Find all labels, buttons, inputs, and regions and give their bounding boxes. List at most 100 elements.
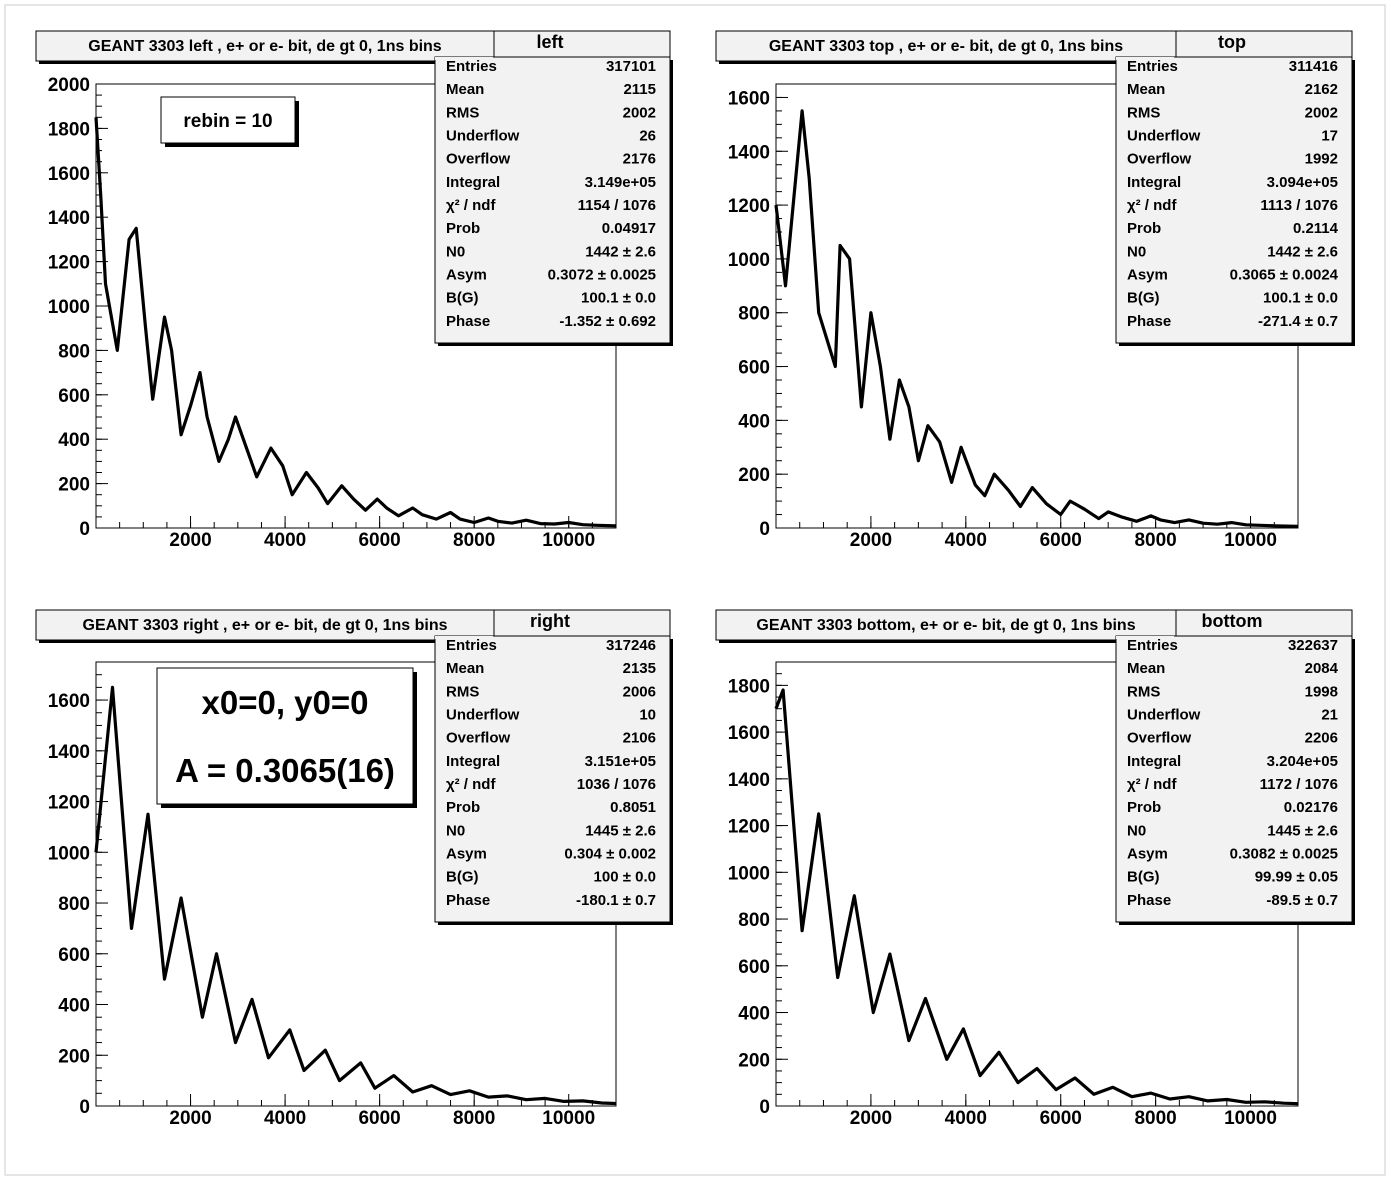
stats-label: χ² / ndf xyxy=(446,776,496,793)
y-tick-label: 0 xyxy=(79,519,90,540)
stats-label: N0 xyxy=(446,822,465,839)
stats-label: Asym xyxy=(446,846,487,863)
histogram-panel-right: 0 200 400 600 800 1000 1200 1400 1600 2000 4000 600… xyxy=(35,609,673,1129)
stats-label: Phase xyxy=(1127,892,1171,909)
stats-label: B(G) xyxy=(1127,290,1160,307)
stats-label: Mean xyxy=(1127,81,1165,98)
stats-value: 2176 xyxy=(623,151,656,168)
stats-clip xyxy=(435,57,493,60)
stats-label: Asym xyxy=(446,267,487,284)
y-tick-label: 0 xyxy=(79,1097,90,1118)
y-tick-label: 200 xyxy=(738,465,770,486)
y-tick-label: 0 xyxy=(759,1097,770,1118)
stats-value: -1.352 ± 0.692 xyxy=(559,313,656,330)
stats-label: Entries xyxy=(446,58,497,75)
stats-value: 2084 xyxy=(1305,660,1339,677)
stats-value: 2106 xyxy=(623,730,656,747)
stats-value: 2002 xyxy=(1305,104,1338,121)
stats-value: -271.4 ± 0.7 xyxy=(1258,313,1338,330)
y-tick-label: 1000 xyxy=(48,297,90,318)
y-tick-label: 600 xyxy=(738,957,770,978)
y-tick-label: 800 xyxy=(738,304,770,325)
histogram-panel-top: 0 200 400 600 800 1000 1200 1400 1600 2000 4000 600… xyxy=(715,30,1355,551)
stats-value: 2002 xyxy=(623,104,656,121)
stats-value: 2006 xyxy=(623,683,656,700)
x-tick-label: 4000 xyxy=(945,1108,987,1129)
stats-label: Mean xyxy=(446,660,484,677)
y-tick-label: 200 xyxy=(58,475,90,496)
x-tick-label: 6000 xyxy=(1040,1108,1082,1129)
stats-label: Entries xyxy=(446,637,497,654)
y-tick-label: 1600 xyxy=(728,723,770,744)
histogram-line-bottom xyxy=(774,688,1299,1106)
y-tick-label: 0 xyxy=(759,519,770,540)
stats-value: 1445 ± 2.6 xyxy=(585,822,656,839)
stats-label: Mean xyxy=(1127,660,1165,677)
stats-label: RMS xyxy=(446,104,479,121)
y-tick-label: 1200 xyxy=(728,817,770,838)
stats-value: 1998 xyxy=(1305,683,1338,700)
x-tick-label: 6000 xyxy=(358,530,400,551)
stats-value: 3.149e+05 xyxy=(585,174,656,191)
histogram-line-right xyxy=(94,685,617,1106)
stats-name-box xyxy=(493,609,671,637)
stats-value: 1445 ± 2.6 xyxy=(1267,822,1338,839)
stats-value: 1442 ± 2.6 xyxy=(1267,243,1338,260)
stats-label: Prob xyxy=(1127,799,1161,816)
title-box xyxy=(715,30,1177,62)
x-tick-label: 2000 xyxy=(169,530,211,551)
y-tick-label: 1600 xyxy=(48,164,90,185)
stats-value: 17 xyxy=(1321,128,1338,145)
stats-value: 3.204e+05 xyxy=(1267,753,1338,770)
stats-label: Phase xyxy=(1127,313,1171,330)
stats-label: Entries xyxy=(1127,58,1178,75)
plot-title: GEANT 3303 bottom, e+ or e- bit, de gt 0… xyxy=(756,617,1135,634)
stats-label: Integral xyxy=(1127,753,1181,770)
plot-title: GEANT 3303 left , e+ or e- bit, de gt 0,… xyxy=(88,38,442,55)
x-tick-label: 6000 xyxy=(1040,530,1082,551)
stats-label: Mean xyxy=(446,81,484,98)
stats-value: 3.094e+05 xyxy=(1267,174,1338,191)
y-tick-label: 1400 xyxy=(728,770,770,791)
stats-label: Integral xyxy=(1127,174,1181,191)
x-tick-label: 4000 xyxy=(264,1108,306,1129)
stats-label: N0 xyxy=(446,243,465,260)
stats-name-box xyxy=(1175,609,1353,637)
stats-value: 2135 xyxy=(623,660,656,677)
histogram-panel-left: 0 200 400 600 800 1000 1200 1400 1600 1800 2000 200… xyxy=(35,30,673,551)
y-tick-label: 200 xyxy=(738,1050,770,1071)
stats-value: 1992 xyxy=(1305,151,1338,168)
stats-label: Entries xyxy=(1127,637,1178,654)
stats-value: 0.8051 xyxy=(610,799,656,816)
y-tick-label: 1600 xyxy=(48,691,90,712)
y-tick-label: 1400 xyxy=(728,142,770,163)
x-tick-label: 4000 xyxy=(945,530,987,551)
annotation-text: A = 0.3065(16) xyxy=(175,752,395,789)
stats-label: RMS xyxy=(1127,683,1160,700)
stats-value: 0.04917 xyxy=(602,220,656,237)
stats-label: Overflow xyxy=(1127,151,1192,168)
y-tick-label: 400 xyxy=(58,996,90,1017)
page-border xyxy=(4,4,1386,1176)
stats-label: χ² / ndf xyxy=(1127,776,1177,793)
stats-label: B(G) xyxy=(446,290,479,307)
y-tick-label: 800 xyxy=(58,341,90,362)
y-tick-label: 1000 xyxy=(48,843,90,864)
stats-name: bottom xyxy=(1202,611,1263,631)
stats-label: Overflow xyxy=(1127,730,1192,747)
x-tick-label: 10000 xyxy=(1224,530,1277,551)
y-tick-label: 2000 xyxy=(48,75,90,96)
stats-value: 317246 xyxy=(606,637,656,654)
stats-label: Prob xyxy=(446,220,480,237)
stats-value: 3.151e+05 xyxy=(585,753,656,770)
y-tick-label: 600 xyxy=(58,386,90,407)
stats-label: Underflow xyxy=(446,707,520,724)
y-tick-label: 600 xyxy=(738,358,770,379)
stats-label: N0 xyxy=(1127,243,1146,260)
stats-label: Underflow xyxy=(1127,707,1201,724)
stats-label: Overflow xyxy=(446,730,511,747)
annotation-box xyxy=(156,667,414,805)
annotation-box xyxy=(160,96,296,144)
stats-value: 1154 / 1076 xyxy=(578,197,656,214)
